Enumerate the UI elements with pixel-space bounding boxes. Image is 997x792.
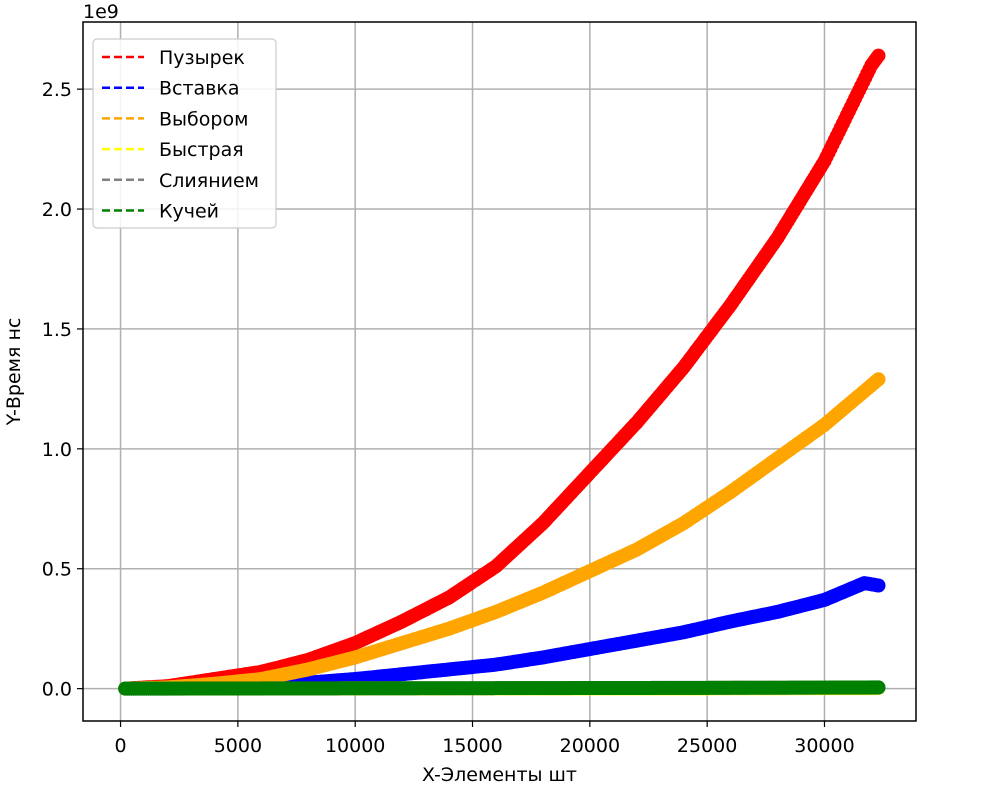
legend-label: Быстрая (159, 139, 244, 161)
axis-ticks: 0 5000 10000 15000 20000 25000 30000 0.0 0.5 1.0 1… (42, 79, 855, 757)
legend-item: Пузырек (102, 47, 245, 69)
legend-item: Быстрая (102, 139, 244, 161)
legend-label: Пузырек (159, 47, 245, 69)
series-layer (118, 48, 886, 696)
y-tick-label: 0.5 (42, 559, 72, 581)
x-axis-label: X-Элементы шт (422, 764, 577, 786)
series-6 (118, 680, 886, 696)
series-3 (118, 372, 886, 696)
y-tick-label: 0.0 (42, 679, 72, 701)
legend-label: Вставка (159, 78, 240, 100)
y-axis-multiplier: 1e9 (83, 1, 119, 23)
y-axis-label: Y-Время нс (3, 318, 25, 427)
series-line (125, 686, 879, 690)
x-tick-label: 10000 (325, 735, 385, 757)
legend-item: Вставка (102, 78, 240, 100)
legend-item: Кучей (102, 201, 219, 223)
series-line (125, 582, 879, 690)
x-tick-label: 15000 (442, 735, 502, 757)
y-tick-label: 2.5 (42, 79, 72, 101)
legend-item: Слиянием (102, 170, 259, 192)
y-tick-label: 1.5 (42, 319, 72, 341)
y-tick-label: 1.0 (42, 439, 72, 461)
series-line (125, 378, 880, 690)
legend-label: Слиянием (159, 170, 259, 192)
legend-label: Выбором (159, 108, 248, 130)
legend-label: Кучей (159, 201, 219, 223)
legend: Пузырек Вставка Выбором Быстрая Слиянием Куче… (92, 38, 277, 229)
x-tick-label: 25000 (677, 735, 737, 757)
x-tick-label: 5000 (214, 735, 262, 757)
x-tick-label: 20000 (560, 735, 620, 757)
x-tick-label: 30000 (794, 735, 854, 757)
y-tick-label: 2.0 (42, 199, 72, 221)
x-tick-label: 0 (114, 735, 126, 757)
legend-item: Выбором (102, 108, 248, 130)
plot-area-frame (82, 21, 917, 722)
